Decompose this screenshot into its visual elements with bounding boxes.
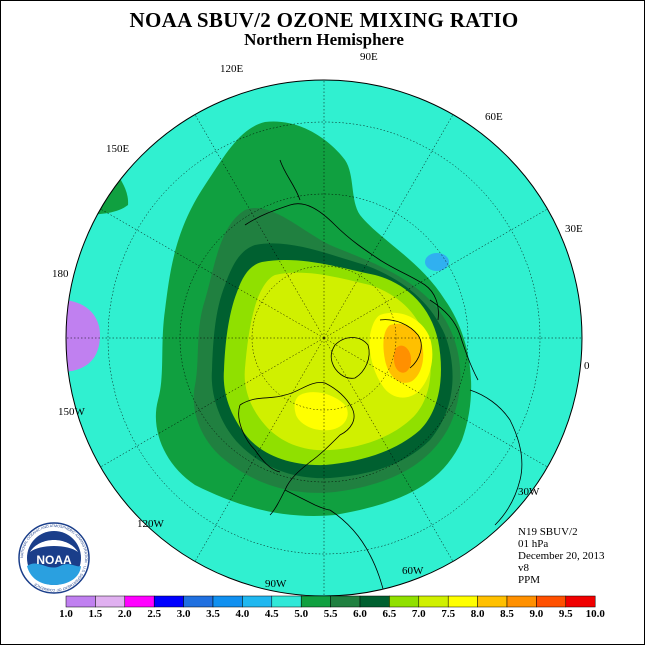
lon-label-90w: 90W [265,578,287,590]
coast-north-america [238,382,355,516]
coast-europe [379,299,479,381]
lon-label-0: 0 [584,360,590,372]
lon-label-120e: 120E [220,63,244,75]
lon-label-60e: 60E [485,111,503,123]
noaa-logo: NOAA NATIONAL OCEANIC AND ATMOSPHERIC AD… [18,522,90,594]
coast-africa [469,389,523,526]
field-8p5 [393,345,412,373]
noaa-logo-text: NOAA [36,553,72,567]
meridian-line [194,337,325,562]
meridian-line [194,114,325,339]
lon-label-60w: 60W [402,565,424,577]
lon-label-90e: 90E [360,51,378,63]
colorbar-tick-label: 3.5 [206,608,220,620]
colorbar-tick-label: 6.5 [382,608,397,620]
info-units: PPM [518,574,541,586]
info-level: 01 hPa [518,538,549,550]
lon-label-150w: 150W [58,406,85,418]
coast-south-america [329,509,386,596]
field-7p5-atlantic [294,392,348,431]
colorbar-tick-label: 2.5 [147,608,162,620]
coast-eurasia [244,159,439,321]
lon-label-120w: 120W [137,518,164,530]
lon-label-180: 180 [52,268,69,280]
colorbar-tick-label: 1.0 [59,608,73,620]
colorbar-tick-label: 9.0 [529,608,544,620]
colorbar-tick-label: 1.5 [88,608,103,620]
colorbar-tick-label: 4.5 [264,608,279,620]
info-satellite: N19 SBUV/2 [518,526,578,538]
field-4-lobe-w [66,300,100,372]
coastlines [238,159,523,596]
colorbar-tick-label: 8.5 [500,608,514,620]
lon-label-30e: 30E [565,223,583,235]
colorbar-tick-label: 9.5 [558,608,573,620]
lon-label-30w: 30W [518,486,540,498]
info-version: v8 [518,562,529,574]
meridians [66,80,582,596]
colorbar-tick-label: 7.5 [441,608,456,620]
meridian-line [323,337,454,562]
colorbar-tick-label: 5.0 [294,608,309,620]
coast-central-america [284,489,331,511]
colorbar-tick-label: 2.0 [117,608,132,620]
meridian-line [323,114,454,339]
field-4p0-patch [425,253,449,271]
meridian-line [323,337,548,468]
colorbar-tick-label: 5.5 [323,608,338,620]
colorbar-tick-label: 6.0 [353,608,367,620]
info-date: December 20, 2013 [518,550,605,562]
colorbar-tick-label: 8.0 [470,608,485,620]
colorbar-tick-label: 3.0 [176,608,191,620]
map-title: NOAA SBUV/2 OZONE MIXING RATIO [129,8,519,32]
meridian-line [323,208,548,339]
map-subtitle: Northern Hemisphere [244,30,404,49]
coast-greenland [330,337,370,379]
meridian-line [100,337,325,468]
colorbar-tick-label: 10.0 [585,608,605,620]
meridian-line [100,208,325,339]
colorbar-tick-label: 7.0 [411,608,426,620]
lon-label-150e: 150E [106,143,130,155]
colorbar-tick-label: 4.0 [235,608,250,620]
